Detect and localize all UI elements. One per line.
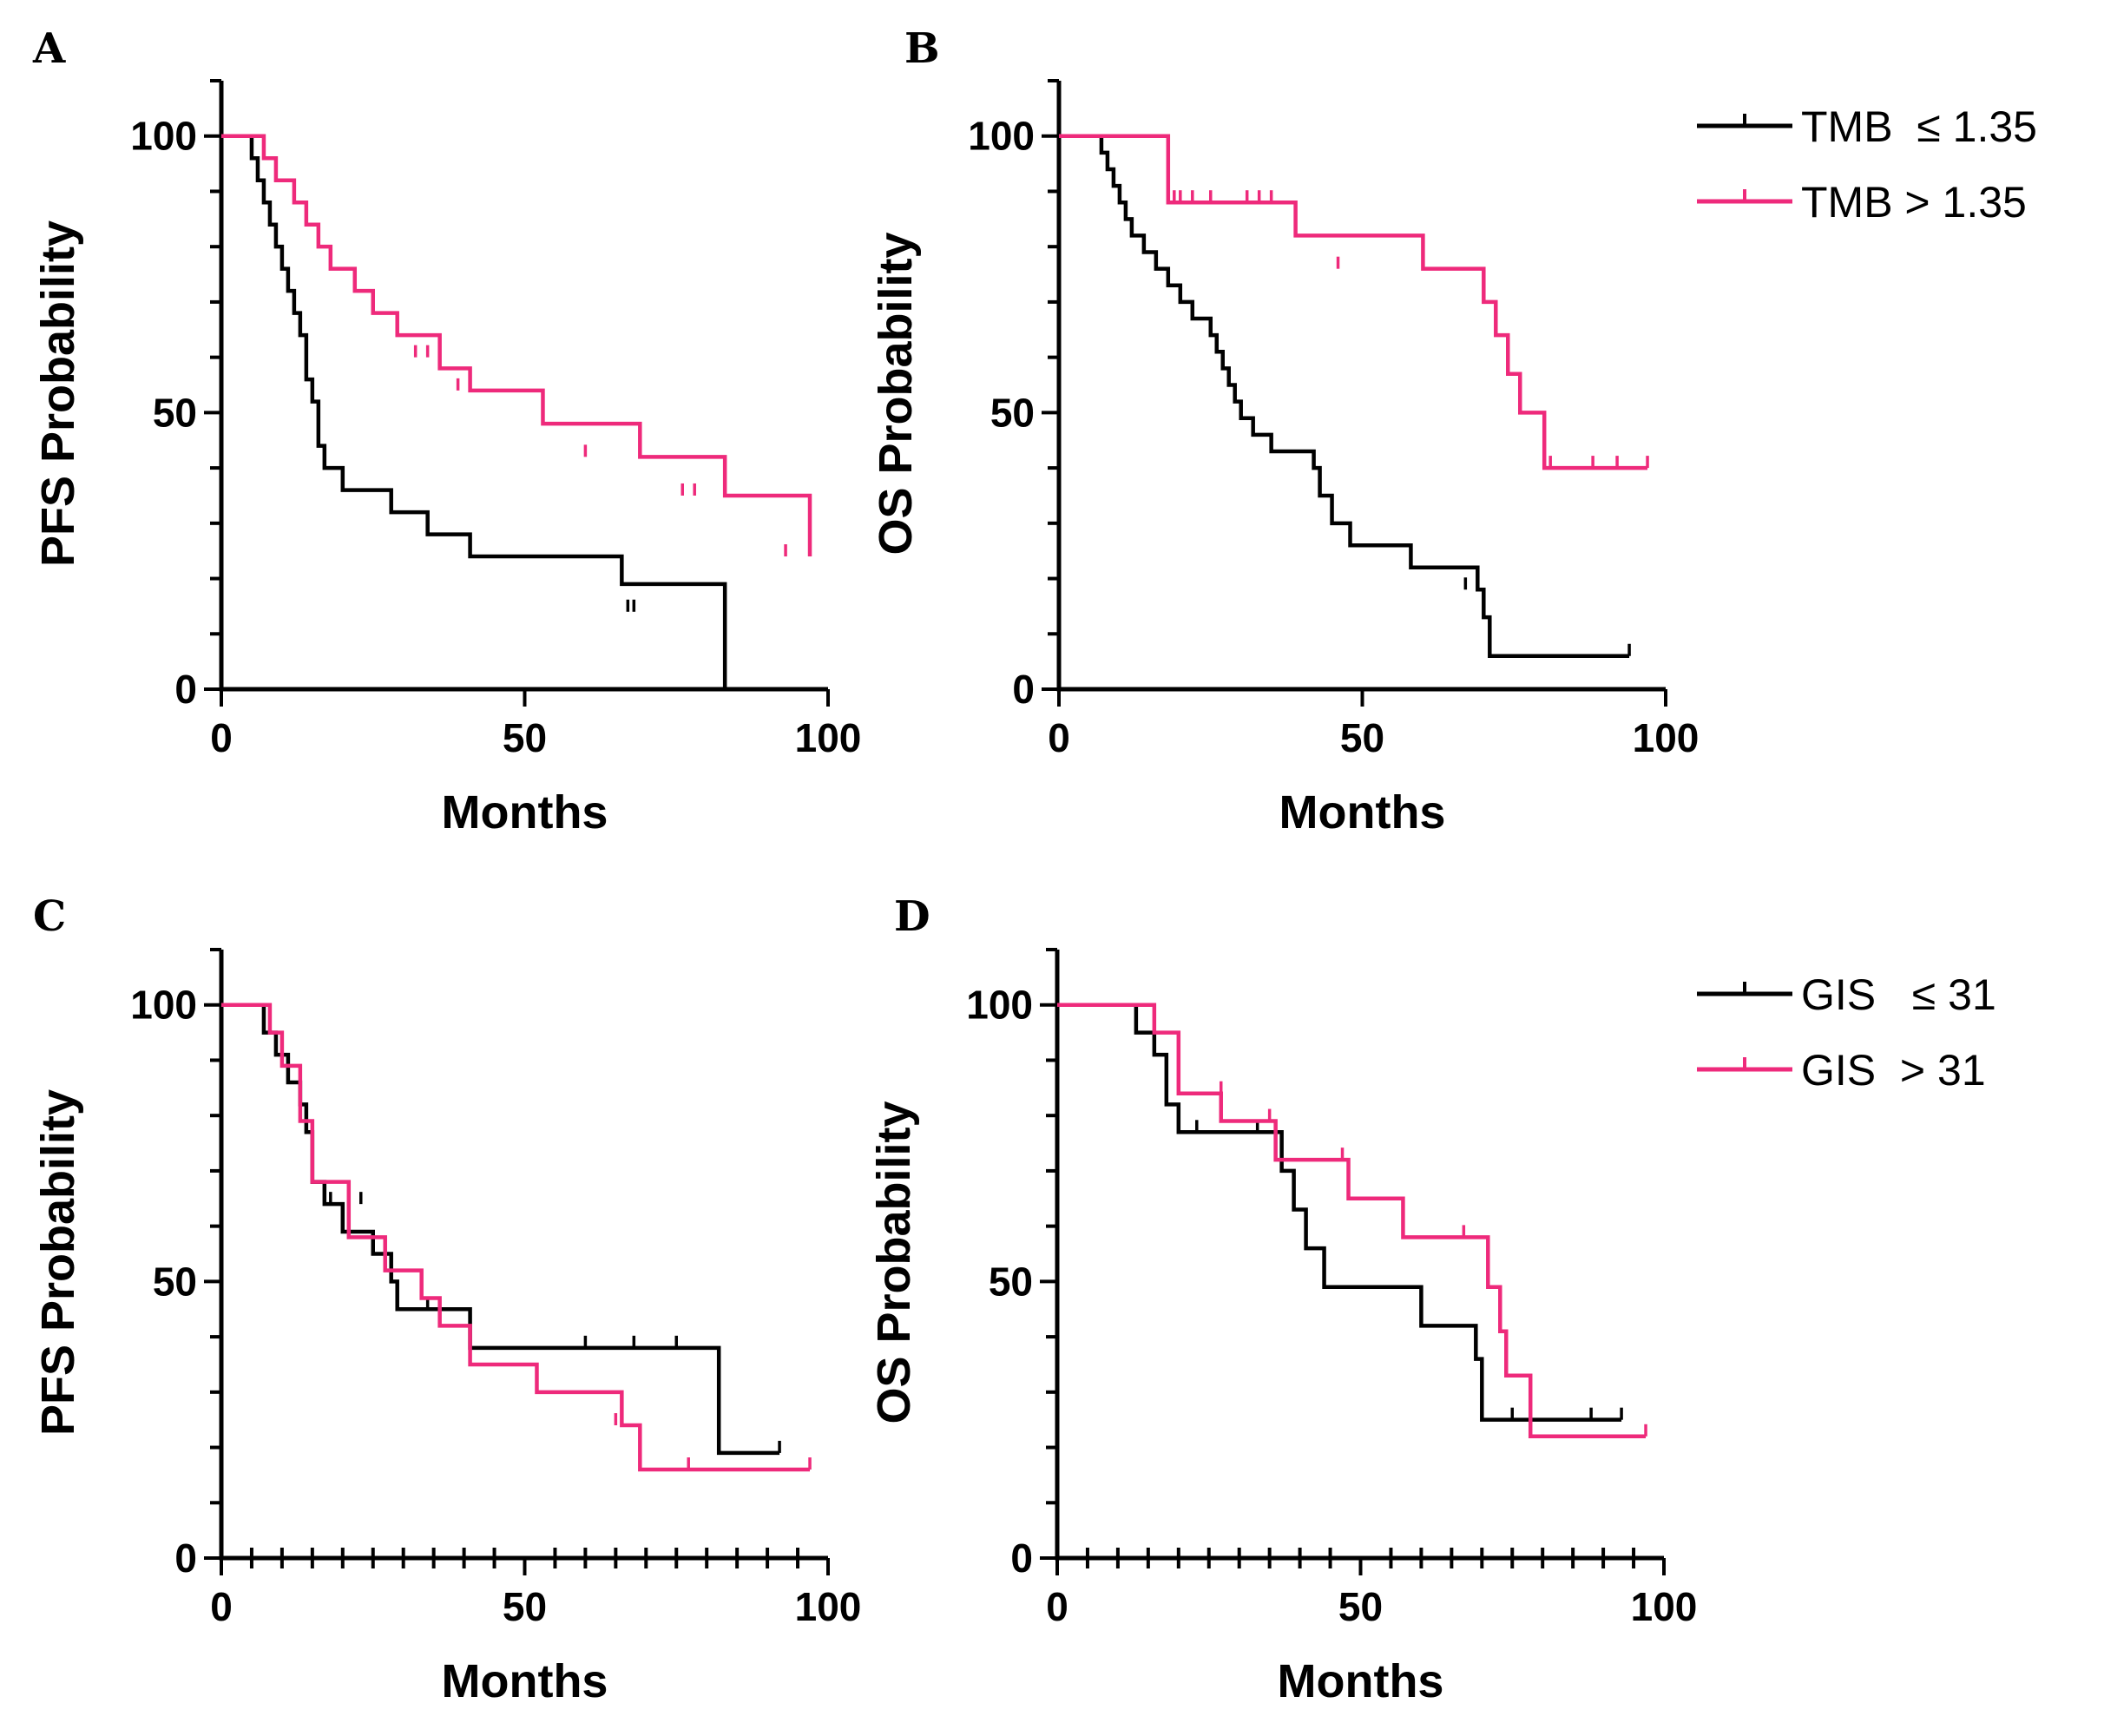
legend-item-tmb-high: TMB > 1.35 [1697, 178, 2027, 227]
axes-c [219, 950, 828, 1561]
x-tick-label-b: 0 [1048, 715, 1070, 760]
legend-item-gis-low: GIS ≤ 31 [1697, 970, 1996, 1019]
y-axis-title-d: OS Probability [868, 1101, 920, 1424]
km-curve-a-tmb-1-35 [221, 134, 812, 557]
x-axis-title-d: Months [1278, 1655, 1444, 1707]
y-axis-title-c: PFS Probability [32, 1089, 84, 1436]
x-tick-label-c: 100 [795, 1584, 862, 1629]
y-tick-label-b: 0 [1012, 667, 1035, 712]
y-tick-label-a: 100 [130, 114, 197, 159]
panel-letter-b: B [904, 24, 940, 73]
x-tick-label-a: 0 [210, 715, 233, 760]
legend-tmb: TMB ≤ 1.35 TMB > 1.35 [1697, 102, 2037, 227]
chart-panel-c: 0 50 100 0 50 100 Months PFS Probability [32, 948, 862, 1707]
legend-item-tmb-low: TMB ≤ 1.35 [1697, 102, 2037, 151]
x-tick-label-b: 50 [1340, 715, 1384, 760]
chart-panel-a: 0 50 100 0 50 100 Months PFS Probability [32, 79, 862, 838]
y-tick-label-a: 0 [174, 667, 197, 712]
y-tick-label-c: 100 [130, 983, 197, 1028]
y-tick-label-b: 100 [968, 114, 1035, 159]
x-tick-label-d: 50 [1338, 1584, 1383, 1629]
legend-label-tmb-low: TMB ≤ 1.35 [1801, 102, 2037, 151]
km-curve-d-gis-31 [1057, 1003, 1622, 1422]
x-tick-label-d: 100 [1631, 1584, 1698, 1629]
legend-label-gis-low: GIS ≤ 31 [1801, 970, 1996, 1019]
panel-letter-c: C [33, 892, 66, 941]
panel-letter-a: A [32, 24, 66, 73]
x-axis-title-a: Months [442, 786, 608, 838]
chart-panel-b: 0 50 100 0 50 100 Months OS Probability [870, 79, 1700, 838]
km-curve-b-tmb-1-35 [1059, 134, 1648, 470]
y-tick-label-d: 50 [989, 1259, 1033, 1304]
panel-letter-d: D [894, 892, 930, 941]
y-tick-label-a: 50 [153, 390, 197, 435]
y-tick-label-d: 100 [966, 983, 1033, 1028]
legend-label-tmb-high: TMB > 1.35 [1801, 178, 2027, 227]
chart-panel-d: 0 50 100 0 50 100 Months OS Probability [868, 948, 1698, 1707]
legend-gis: GIS ≤ 31 GIS > 31 [1697, 970, 1996, 1095]
y-tick-label-c: 50 [153, 1259, 197, 1304]
x-tick-label-c: 0 [210, 1584, 233, 1629]
x-tick-label-c: 50 [503, 1584, 547, 1629]
legend-item-gis-high: GIS > 31 [1697, 1046, 1986, 1095]
x-tick-label-a: 50 [503, 715, 547, 760]
km-curve-c-gis-31 [221, 1003, 811, 1472]
x-axis-title-b: Months [1279, 786, 1446, 838]
y-tick-label-b: 50 [990, 390, 1035, 435]
x-tick-label-a: 100 [795, 715, 862, 760]
axes-d [1055, 950, 1664, 1561]
km-curve-a-tmb-1-35 [221, 134, 727, 689]
y-axis-title-b: OS Probability [870, 232, 922, 555]
x-tick-label-b: 100 [1633, 715, 1700, 760]
km-curve-b-tmb-1-35 [1059, 134, 1630, 659]
legend-label-gis-high: GIS > 31 [1801, 1046, 1986, 1095]
x-tick-label-d: 0 [1046, 1584, 1068, 1629]
km-curve-d-gis-31 [1057, 1003, 1647, 1439]
y-axis-title-a: PFS Probability [32, 220, 84, 567]
x-axis-title-c: Months [442, 1655, 608, 1707]
y-tick-label-d: 0 [1010, 1535, 1033, 1581]
y-tick-label-c: 0 [174, 1535, 197, 1581]
km-curve-c-gis-31 [221, 1003, 780, 1456]
axes-b [1056, 81, 1666, 692]
